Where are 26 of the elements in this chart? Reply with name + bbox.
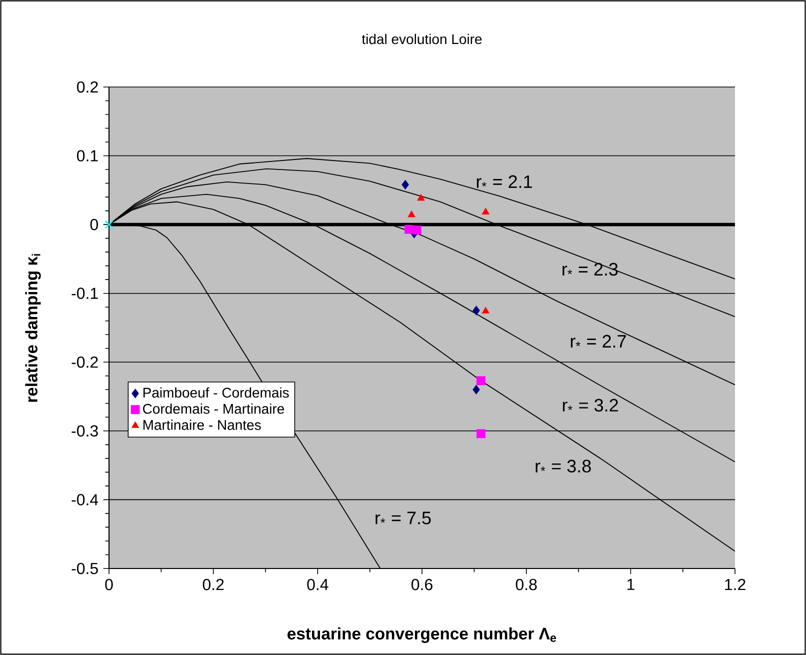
legend-label: Martinaire - Nantes	[143, 420, 261, 430]
y-tick-label: -0.3	[72, 425, 98, 437]
y-tick-label: -0.4	[72, 494, 98, 506]
legend-label: Paimboeuf - Cordemais	[143, 387, 289, 398]
x-axis-title: estuarine convergence number Λ$_{e}$	[288, 627, 556, 643]
x-tick-label: 0.6	[412, 578, 432, 590]
y-tick-label: 0	[90, 218, 98, 230]
x-tick-label: 1	[627, 578, 634, 590]
x-tick-label: 0.4	[307, 578, 328, 590]
y-tick-label: 0.2	[76, 81, 98, 93]
series-label: r$_{*}$ = 3.8	[536, 460, 591, 472]
x-tick-label: 0.8	[516, 578, 537, 590]
y-tick-label: -0.5	[72, 562, 98, 574]
series-label: r$_{*}$ = 7.5	[376, 512, 431, 524]
series-label: r$_{*}$ = 2.1	[476, 175, 532, 188]
y-tick-label: -0.2	[72, 356, 98, 368]
y-tick-label: -0.1	[72, 288, 98, 299]
series-label: r$_{*}$ = 3.2	[562, 398, 618, 412]
x-tick-label: 1.2	[725, 578, 746, 590]
series-label: r$_{*}$ = 2.7	[570, 334, 626, 348]
y-axis-title: relative damping κ$_{i}$	[25, 254, 41, 402]
y-tick-label: 0.1	[76, 150, 98, 162]
x-tick-label: 0	[105, 578, 113, 590]
x-tick-label: 0.2	[202, 578, 224, 590]
chart-title: tidal evolution Loire	[362, 34, 482, 44]
legend-label: Cordemais - Martinaire	[143, 404, 284, 414]
